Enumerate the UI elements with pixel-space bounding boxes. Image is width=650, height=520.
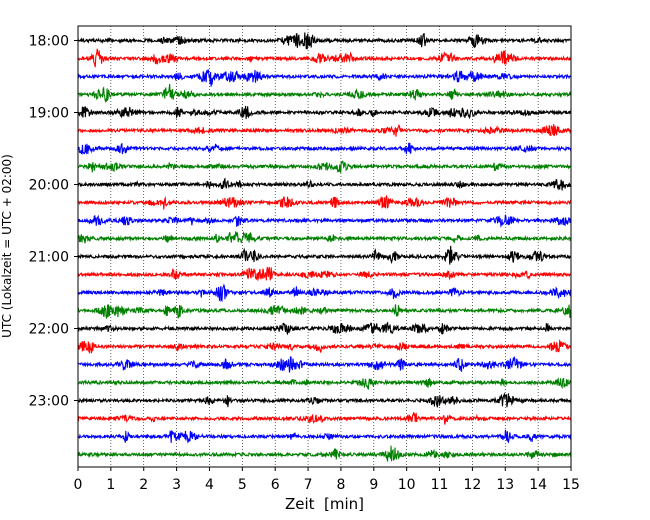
trace-2130 [77,283,572,303]
trace-2115 [77,266,572,281]
trace-1800 [77,32,572,50]
x-tick-label: 15 [562,477,580,493]
trace-group [77,32,572,463]
x-tick-label: 7 [304,477,313,493]
y-axis-title: UTC (Lokalzeit = UTC + 02:00) [0,154,14,338]
x-tick-label: 2 [139,477,148,493]
x-tick-label: 0 [74,477,83,493]
trace-2100 [77,245,572,265]
trace-1830 [77,69,572,87]
y-tick-label: 23:00 [29,394,69,410]
x-tick-label: 13 [496,477,514,493]
trace-2330 [77,429,572,444]
x-tick-label: 1 [106,477,115,493]
trace-2230 [77,355,572,373]
trace-1930 [77,142,572,155]
trace-2200 [77,321,572,336]
x-tick-label: 11 [431,477,449,493]
x-tick-label: 10 [398,477,416,493]
y-tick-label: 21:00 [29,250,69,266]
trace-2300 [77,392,572,408]
y-axis-ticks: 18:00 19:00 20:00 21:00 22:00 23:00 [29,34,78,410]
x-tick-label: 8 [336,477,345,493]
y-tick-label: 18:00 [29,34,69,50]
trace-2245 [77,376,572,390]
trace-1915 [77,123,572,137]
x-tick-label: 12 [463,477,481,493]
trace-2015 [77,194,572,210]
trace-2215 [77,339,572,355]
x-tick-label: 9 [369,477,378,493]
x-tick-label: 6 [271,477,280,493]
x-tick-label: 3 [172,477,181,493]
trace-2030 [77,214,572,228]
trace-2315 [77,412,572,425]
y-tick-label: 19:00 [29,106,69,122]
y-tick-label: 22:00 [29,322,69,338]
trace-1945 [77,160,572,174]
x-axis-title: Zeit [min] [285,495,364,513]
x-tick-label: 14 [529,477,547,493]
trace-2345 [77,445,572,463]
x-tick-label: 5 [238,477,247,493]
x-axis-ticks: 0 1 2 3 4 5 6 7 8 9 10 11 12 13 14 15 [74,467,580,493]
y-tick-label: 20:00 [29,178,69,194]
trace-2000 [77,177,572,191]
plot-frame [77,25,572,468]
x-tick-label: 4 [205,477,214,493]
trace-1845 [77,83,572,104]
trace-2045 [77,230,572,244]
trace-2145 [77,304,572,320]
trace-1815 [77,48,572,68]
trace-1900 [77,105,572,120]
